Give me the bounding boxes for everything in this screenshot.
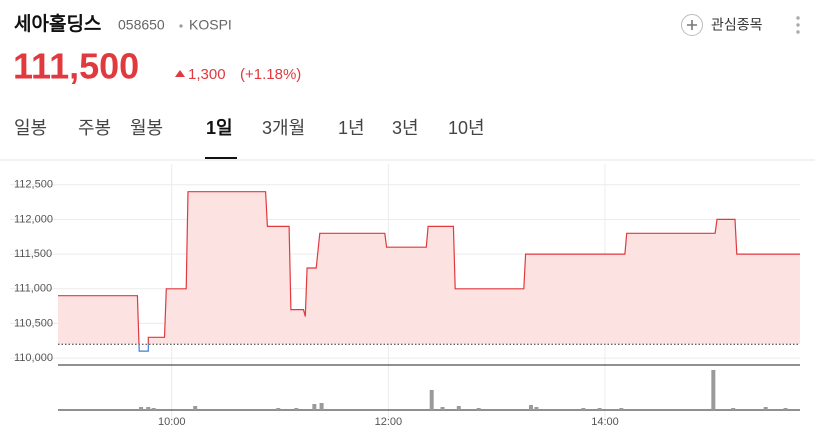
volume-bar [529,405,534,410]
tab[interactable]: 3년 [392,118,419,138]
volume-bar [294,408,299,410]
watch-icon [681,14,703,36]
watch-label: 관심종목 [711,17,763,33]
y-tick-label: 111,000 [14,283,52,295]
volume-bar [276,408,281,410]
volume-bar [146,407,151,410]
volume-bar [783,408,788,410]
price: 111,500 [13,46,139,87]
separator [179,24,183,28]
volume-bar [193,406,198,410]
volume-bar [429,390,434,410]
volume-bar [597,408,602,410]
stock-name: 세아홀딩스 [14,12,101,35]
y-tick-label: 112,000 [14,213,53,225]
market: KOSPI [189,17,232,33]
volume-bar [456,406,461,410]
price-area [58,191,800,345]
tab[interactable]: 월봉 [130,118,163,138]
volume-bar [763,407,768,410]
price-change-pct: (+1.18%) [240,66,301,83]
volume-bar [319,403,324,410]
y-tick-label: 110,000 [14,352,53,364]
volume-bar [711,370,716,410]
tab[interactable]: 10년 [448,118,485,138]
x-tick-label: 14:00 [591,416,619,428]
watch-button[interactable]: 관심종목 [681,14,763,36]
volume-bar [731,408,736,410]
stock-code: 058650 [118,17,165,33]
tab[interactable]: 1일 [206,118,233,138]
tab[interactable]: 일봉 [14,118,47,138]
volume-bar [476,408,481,410]
plus-icon [687,20,697,30]
menu-button[interactable] [796,16,800,34]
volume-bar [139,407,144,410]
volume-bar [581,408,586,410]
price-line [58,191,800,345]
y-tick-label: 112,500 [14,179,53,191]
x-tick-label: 12:00 [375,416,403,428]
volume-bar [151,408,156,410]
tab[interactable]: 1년 [338,118,365,138]
tab[interactable]: 주봉 [78,118,111,138]
y-tick-label: 111,500 [14,248,52,260]
x-tick-label: 10:00 [158,416,186,428]
volume-bar [440,407,445,410]
price-change: 1,300 [188,66,226,83]
up-arrow [175,70,185,77]
tab[interactable]: 3개월 [262,118,305,138]
y-tick-label: 110,500 [14,317,53,329]
volume-bar [619,408,624,410]
volume-bar [534,407,539,410]
volume-bar [312,404,317,410]
